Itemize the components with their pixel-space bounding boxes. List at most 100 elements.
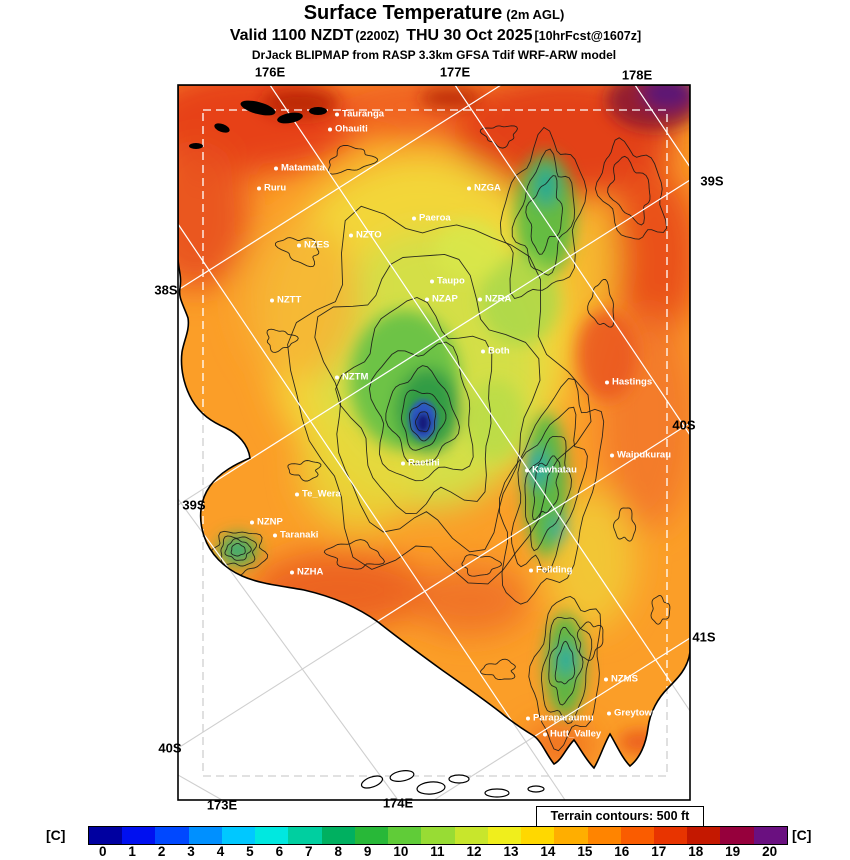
station-name: Greytown bbox=[614, 707, 658, 719]
station-label: NZTT bbox=[270, 295, 301, 306]
scale-segment bbox=[454, 827, 488, 844]
scale-segment bbox=[221, 827, 256, 844]
color-scale-labels: 0 1 2 3 4 5 6 7 8 9 10 11 12 13 14 15 16 17 18 19 20 bbox=[88, 844, 788, 859]
station-label: Taranaki bbox=[273, 530, 318, 541]
small-islands-and-harbours bbox=[189, 100, 545, 798]
scale-segment bbox=[155, 827, 189, 844]
temperature-field-cores bbox=[409, 400, 437, 440]
scale-segment bbox=[354, 827, 389, 844]
station-name: Hutt_Valley bbox=[550, 728, 602, 740]
scale-tick-label: 6 bbox=[275, 844, 284, 859]
station-label: NZGA bbox=[467, 183, 501, 194]
station-dot-icon bbox=[250, 520, 254, 524]
valid-zulu: (2200Z) bbox=[355, 29, 400, 43]
scale-segment bbox=[687, 827, 721, 844]
station-label: Waipukurau bbox=[610, 450, 671, 461]
station-label: NZTM bbox=[335, 372, 368, 383]
valid-prefix: Valid 1100 NZDT bbox=[229, 27, 354, 44]
station-label: NZHA bbox=[290, 567, 323, 578]
station-name: Taupo bbox=[437, 275, 465, 287]
scale-tick-label: 0 bbox=[98, 844, 107, 859]
station-dot-icon bbox=[257, 186, 261, 190]
scale-segment bbox=[321, 827, 355, 844]
scale-segment bbox=[89, 827, 123, 844]
station-dot-icon bbox=[295, 492, 299, 496]
station-name: Te_Wera bbox=[302, 488, 341, 500]
station-label: NZTO bbox=[349, 230, 382, 241]
page-title: Surface Temperature (2m AGL) bbox=[18, 2, 850, 25]
station-name: NZTO bbox=[356, 229, 382, 241]
scale-tick-label: 14 bbox=[540, 844, 556, 859]
scale-tick-label: 19 bbox=[725, 844, 741, 859]
scale-segment bbox=[587, 827, 621, 844]
axis-label-bottom-174e: 174E bbox=[382, 795, 414, 811]
scale-segment bbox=[653, 827, 688, 844]
station-dot-icon bbox=[467, 186, 471, 190]
axis-label-right-41s: 41S bbox=[692, 629, 716, 645]
station-label: Matamata bbox=[274, 163, 325, 174]
title-text: Surface Temperature bbox=[303, 2, 503, 24]
axis-label-bottom-173e: 173E bbox=[206, 797, 238, 813]
station-name: NZTT bbox=[277, 294, 302, 306]
title-suffix: (2m AGL) bbox=[506, 7, 565, 22]
station-label: Ohauiti bbox=[328, 124, 368, 135]
scale-tick-label: 10 bbox=[393, 844, 409, 859]
station-name: Both bbox=[488, 345, 510, 357]
scale-segment bbox=[487, 827, 522, 844]
scale-tick-label: 3 bbox=[187, 844, 195, 859]
scale-segment bbox=[753, 827, 787, 844]
station-name: Matamata bbox=[281, 162, 325, 174]
axis-label-right-39s: 39S bbox=[700, 173, 724, 189]
station-label: Taupo bbox=[430, 276, 465, 287]
station-dot-icon bbox=[481, 349, 485, 353]
scale-segment bbox=[720, 827, 754, 844]
color-scale-bar bbox=[88, 826, 788, 845]
scale-segment bbox=[521, 827, 555, 844]
station-label: Paraparaumu bbox=[526, 713, 594, 724]
scale-segment bbox=[122, 827, 156, 844]
scale-segment bbox=[421, 827, 455, 844]
station-name: Ohauiti bbox=[335, 123, 368, 135]
axis-label-left-38s: 38S bbox=[154, 282, 178, 298]
station-label: NZRA bbox=[478, 294, 511, 305]
coastline bbox=[178, 85, 690, 770]
station-name: Raetihi bbox=[408, 457, 440, 469]
scale-tick-label: 20 bbox=[762, 844, 778, 859]
station-dot-icon bbox=[335, 112, 339, 116]
station-name: Hastings bbox=[612, 376, 653, 388]
station-name: NZMS bbox=[611, 673, 638, 685]
station-name: Paraparaumu bbox=[533, 712, 594, 724]
axis-label-left-39s: 39S bbox=[182, 497, 206, 513]
station-dot-icon bbox=[401, 461, 405, 465]
scale-tick-label: 15 bbox=[577, 844, 593, 859]
station-name: NZGA bbox=[474, 182, 501, 194]
station-label: Ruru bbox=[257, 183, 286, 194]
station-dot-icon bbox=[525, 468, 529, 472]
scale-segment bbox=[255, 827, 289, 844]
scale-tick-label: 7 bbox=[305, 844, 313, 859]
scale-segment bbox=[620, 827, 654, 844]
station-label: Kawhatau bbox=[525, 465, 577, 476]
station-dot-icon bbox=[425, 297, 429, 301]
station-label: NZES bbox=[297, 240, 329, 251]
scale-tick-label: 11 bbox=[430, 844, 445, 859]
station-name: Ruru bbox=[264, 182, 287, 194]
station-label: Te_Wera bbox=[295, 489, 341, 500]
scale-segment bbox=[554, 827, 588, 844]
station-label: NZNP bbox=[250, 517, 283, 528]
scale-tick-label: 13 bbox=[503, 844, 519, 859]
station-dot-icon bbox=[290, 570, 294, 574]
station-name: Taranaki bbox=[280, 529, 319, 541]
scale-tick-label: 17 bbox=[651, 844, 667, 859]
valid-fcst: [10hrFcst@1607z] bbox=[534, 29, 642, 43]
station-dot-icon bbox=[349, 233, 353, 237]
terrain-contours bbox=[210, 125, 671, 752]
axis-label-top-177e: 177E bbox=[439, 64, 471, 80]
station-label: NZAP bbox=[425, 294, 458, 305]
station-label: Both bbox=[481, 346, 510, 357]
map-frame bbox=[177, 84, 691, 801]
station-dot-icon bbox=[526, 716, 530, 720]
station-label: Hutt_Valley bbox=[543, 729, 601, 740]
